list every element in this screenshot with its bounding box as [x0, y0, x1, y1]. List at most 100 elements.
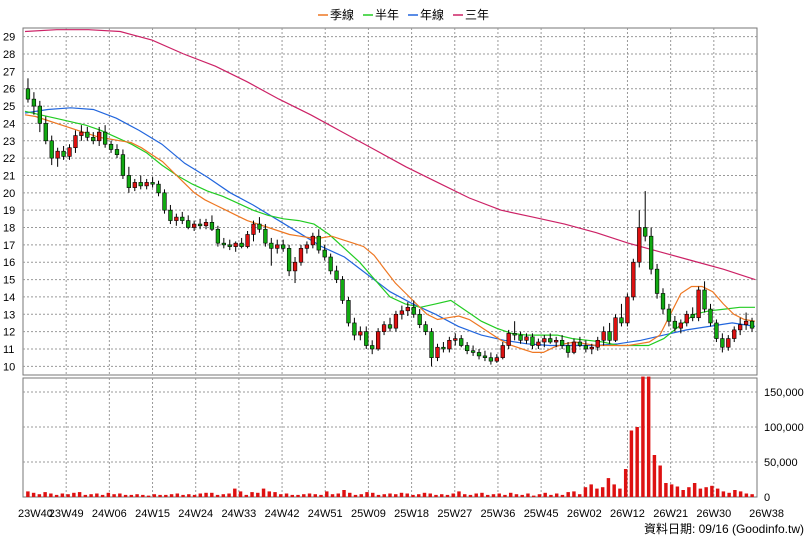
candle-down	[126, 175, 132, 188]
candle-up	[67, 147, 72, 157]
volume-bar	[520, 494, 524, 497]
candle-down	[102, 131, 108, 145]
candle-down	[577, 341, 583, 346]
candle-down	[239, 242, 244, 247]
volume-bar	[572, 491, 576, 497]
volume-bar	[250, 492, 254, 497]
volume-axis-ticks: 0 50,000 100,000 150,000	[764, 387, 804, 504]
candle-down	[138, 182, 143, 187]
volume-bar	[675, 486, 680, 497]
candle-down	[91, 137, 96, 142]
volume-bar	[560, 494, 565, 497]
volume-bar	[646, 376, 651, 497]
volume-bar	[750, 494, 754, 497]
x-tick-label: 26W38	[749, 508, 784, 520]
candle-down	[559, 339, 565, 346]
price-tick-label: 29	[3, 32, 15, 44]
volume-bar	[451, 493, 455, 497]
volume-bar	[664, 483, 668, 497]
price-tick-label: 16	[3, 257, 15, 269]
volume-bar	[60, 493, 65, 497]
candle-down	[162, 192, 167, 211]
candle-up	[298, 248, 304, 263]
candle-up	[381, 324, 387, 332]
candle-down	[470, 350, 476, 353]
volume-bar	[422, 492, 427, 497]
volume-bar	[313, 494, 317, 497]
x-tick-label: 24W15	[135, 508, 170, 520]
volume-bar	[118, 493, 122, 497]
ma-quarter-line	[24, 114, 756, 353]
x-tick-label: 25W36	[481, 508, 516, 520]
candle-down	[607, 331, 612, 341]
volume-bar	[43, 492, 47, 497]
volume-bar	[31, 492, 36, 497]
volume-bar	[428, 493, 432, 497]
x-tick-label: 25W09	[351, 508, 386, 520]
candle-down	[316, 235, 321, 251]
volume-bar	[474, 493, 478, 497]
candle-up	[506, 333, 511, 346]
candle-down	[328, 256, 333, 272]
candle-down	[518, 334, 523, 341]
candle-up	[524, 336, 529, 341]
x-tick-label: 23W40	[18, 508, 53, 520]
volume-bar	[417, 494, 421, 497]
candle-up	[275, 244, 280, 249]
candle-up	[631, 261, 636, 298]
x-tick-label: 24W33	[221, 508, 256, 520]
candle-down	[749, 320, 755, 329]
volume-bar	[181, 494, 185, 497]
candle-up	[554, 339, 559, 343]
candle-down	[411, 307, 416, 315]
x-tick-label: 24W42	[265, 508, 300, 520]
volume-bar	[296, 494, 300, 497]
volume-bar	[485, 494, 490, 497]
price-tick-label: 25	[3, 101, 15, 113]
candle-down	[269, 242, 274, 249]
volume-bar	[336, 493, 340, 497]
volume-bar	[365, 492, 369, 497]
candle-down	[334, 270, 339, 280]
volume-bar	[641, 376, 645, 497]
volume-bar	[549, 494, 553, 497]
volume-bar	[359, 494, 363, 497]
candle-down	[221, 242, 226, 246]
volume-bar	[738, 491, 743, 497]
price-tick-label: 23	[3, 136, 15, 148]
candle-down	[512, 333, 517, 336]
volume-bar	[405, 493, 409, 497]
candle-up	[738, 324, 743, 331]
volume-bar	[411, 494, 415, 497]
candle-up	[536, 341, 541, 346]
volume-bar	[583, 487, 588, 497]
candle-down	[476, 352, 482, 357]
candle-up	[637, 227, 642, 263]
volume-bar	[227, 493, 231, 497]
candle-down	[120, 154, 126, 176]
volume-bar	[261, 488, 266, 497]
candle-down	[488, 357, 494, 362]
volume-bar	[445, 494, 450, 497]
candle-down	[619, 317, 624, 324]
volume-bar	[554, 493, 559, 497]
price-panel-frame	[22, 27, 758, 376]
candle-down	[156, 183, 161, 194]
volume-bar	[141, 494, 145, 497]
volume-bar	[491, 494, 496, 497]
candle-up	[571, 341, 577, 353]
volume-bar	[681, 490, 685, 497]
volume-bar	[348, 492, 352, 497]
volume-bar	[727, 492, 731, 497]
candle-up	[310, 235, 315, 246]
candle-down	[530, 336, 535, 346]
x-tick-label: 25W18	[394, 508, 429, 520]
volume-bar	[256, 492, 260, 497]
volume-bar	[267, 491, 272, 497]
volume-bar	[508, 492, 513, 497]
volume-bar	[302, 494, 306, 497]
candle-down	[364, 331, 369, 346]
volume-bar	[376, 494, 381, 497]
candle-down	[714, 322, 719, 339]
candle-down	[197, 223, 203, 227]
